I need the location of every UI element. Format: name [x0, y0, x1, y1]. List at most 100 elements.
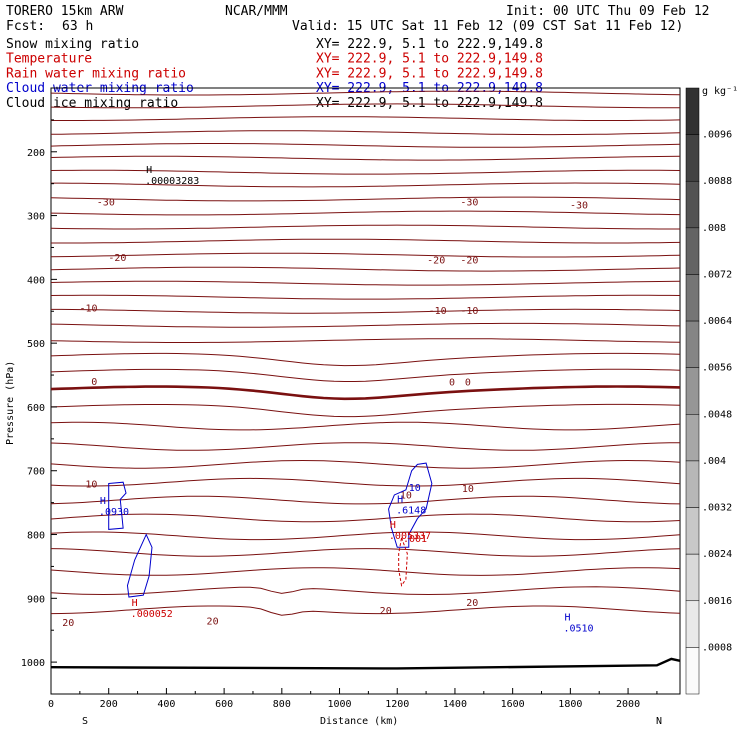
colorbar-segment	[685, 87, 700, 135]
y-axis: 200 300 400 500 600 700 800 900 1000	[21, 119, 57, 695]
temperature-contour	[50, 403, 681, 418]
legend-item: Snow mixing ratio	[6, 37, 139, 52]
temperature-contour-label: 20	[62, 618, 74, 629]
temperature-contour	[51, 182, 681, 188]
x-tick-label: 400	[157, 699, 175, 710]
temperature-contour-label: -20	[427, 256, 445, 267]
temperature-contour-label: 0	[449, 377, 455, 388]
x-tick-label: 0	[48, 699, 54, 710]
temperature-contour	[50, 294, 681, 300]
colorbar-segment	[685, 647, 700, 695]
zero-isotherm	[50, 385, 681, 401]
temperature-contour	[50, 196, 681, 202]
y-axis-label: Pressure (hPa)	[5, 361, 16, 445]
temperature-contour	[50, 567, 681, 576]
colorbar-segment	[685, 320, 700, 368]
colorbar-segment	[685, 600, 700, 648]
cloud-water-contour	[126, 533, 153, 598]
colorbar-segment	[685, 367, 700, 415]
temperature-contour	[51, 116, 681, 121]
model-title: TORERO 15km ARW	[6, 4, 124, 19]
legend-item: Cloud ice mixing ratio	[6, 96, 178, 111]
legend: Snow mixing ratio XY= 222.9, 5.1 to 222.9…	[6, 37, 543, 111]
maximum-marker: H	[100, 496, 106, 507]
legend-xy: XY= 222.9, 5.1 to 222.9,149.8	[316, 96, 543, 111]
x-tick-label: 1400	[443, 699, 467, 710]
y-tick-label: 800	[27, 531, 45, 542]
colorbar-segment	[685, 553, 700, 602]
colorbar-label: .0064	[702, 316, 732, 327]
legend-xy: XY= 222.9, 5.1 to 222.9,149.8	[316, 66, 543, 81]
colorbar-label: .0032	[702, 503, 732, 514]
temperature-contour	[50, 531, 681, 541]
y-tick-label: 600	[27, 403, 45, 414]
colorbar-label: .0024	[702, 549, 732, 560]
temperature-contour-label: 10	[400, 490, 412, 501]
temperature-contour	[50, 548, 681, 557]
temperature-contour	[50, 368, 681, 382]
legend-xy: XY= 222.9, 5.1 to 222.9,149.8	[316, 81, 543, 96]
colorbar-label: .008	[702, 223, 726, 234]
temperature-contour	[50, 442, 681, 451]
temperature-contour-label: -30	[570, 201, 588, 212]
temperature-contour-label: -20	[460, 256, 478, 267]
temperature-contour-label: 0	[465, 377, 471, 388]
colorbar-segment	[685, 274, 700, 322]
maximum-marker: H	[390, 520, 396, 531]
temperature-contour	[50, 224, 680, 230]
colorbar-segment	[685, 507, 700, 555]
fcst-label: Fcst:	[6, 19, 45, 34]
temperature-contour-label: 10	[85, 479, 97, 490]
init-time: Init: 00 UTC Thu 09 Feb 12	[506, 4, 710, 19]
x-tick-label: 1800	[558, 699, 582, 710]
temperature-contour	[50, 477, 681, 487]
maximum-value: .00003283	[145, 176, 199, 187]
temperature-contour	[50, 252, 681, 258]
legend-item: Cloud water mixing ratio	[6, 81, 194, 96]
colorbar-segment	[685, 460, 700, 508]
cloud-water-contour	[108, 481, 127, 530]
colorbar-segment	[685, 414, 700, 462]
temperature-contour	[50, 155, 681, 161]
maximum-value: .000052	[131, 609, 173, 620]
y-tick-label: 500	[27, 339, 45, 350]
maximum-value: .0510	[563, 624, 593, 635]
colorbar-segment	[685, 180, 700, 229]
y-tick-label: 900	[27, 594, 45, 605]
maximum-marker: H	[132, 598, 138, 609]
temperature-contour	[50, 605, 681, 616]
maximum-value: .6148	[396, 506, 426, 517]
maximum-marker: H	[397, 495, 403, 506]
x-tick-label: 1200	[385, 699, 409, 710]
temperature-contour	[50, 90, 681, 96]
maximum-marker: H	[146, 165, 152, 176]
cloud-water-contour	[388, 462, 433, 548]
temperature-contour	[50, 513, 681, 523]
temperature-contour	[50, 459, 681, 469]
x-axis-label: Distance (km)	[320, 716, 398, 727]
x-tick-label: 600	[215, 699, 233, 710]
y-tick-label: 700	[27, 467, 45, 478]
temperature-contour-label: -30	[97, 198, 115, 209]
fcst-value: 63 h	[62, 19, 93, 34]
temperature-contour-label: 0	[91, 377, 97, 388]
colorbar-label: .0048	[702, 409, 732, 420]
legend-xy: XY= 222.9, 5.1 to 222.9,149.8	[316, 37, 543, 52]
temperature-contour-label: 20	[466, 598, 478, 609]
colorbar-segment	[685, 227, 700, 275]
colorbar-label: .0072	[702, 269, 732, 280]
maximum-marker: H	[564, 613, 570, 624]
x-tick-label: 2000	[616, 699, 640, 710]
temperature-contour-label: 20	[380, 606, 392, 617]
plot-frame	[50, 87, 681, 695]
x-tick-label: 1600	[501, 699, 525, 710]
legend-xy: XY= 222.9, 5.1 to 222.9,149.8	[316, 52, 543, 67]
y-tick-label: 200	[27, 148, 45, 159]
x-tick-label: 1000	[327, 699, 351, 710]
x-axis: 0 200 400 600 800 1000 1200 1400 1600 1800 2000	[48, 688, 658, 710]
maximum-value: .005337	[389, 531, 431, 542]
center-title: NCAR/MMM	[225, 4, 288, 19]
temperature-contour	[50, 338, 681, 343]
legend-item: Temperature	[6, 52, 92, 67]
